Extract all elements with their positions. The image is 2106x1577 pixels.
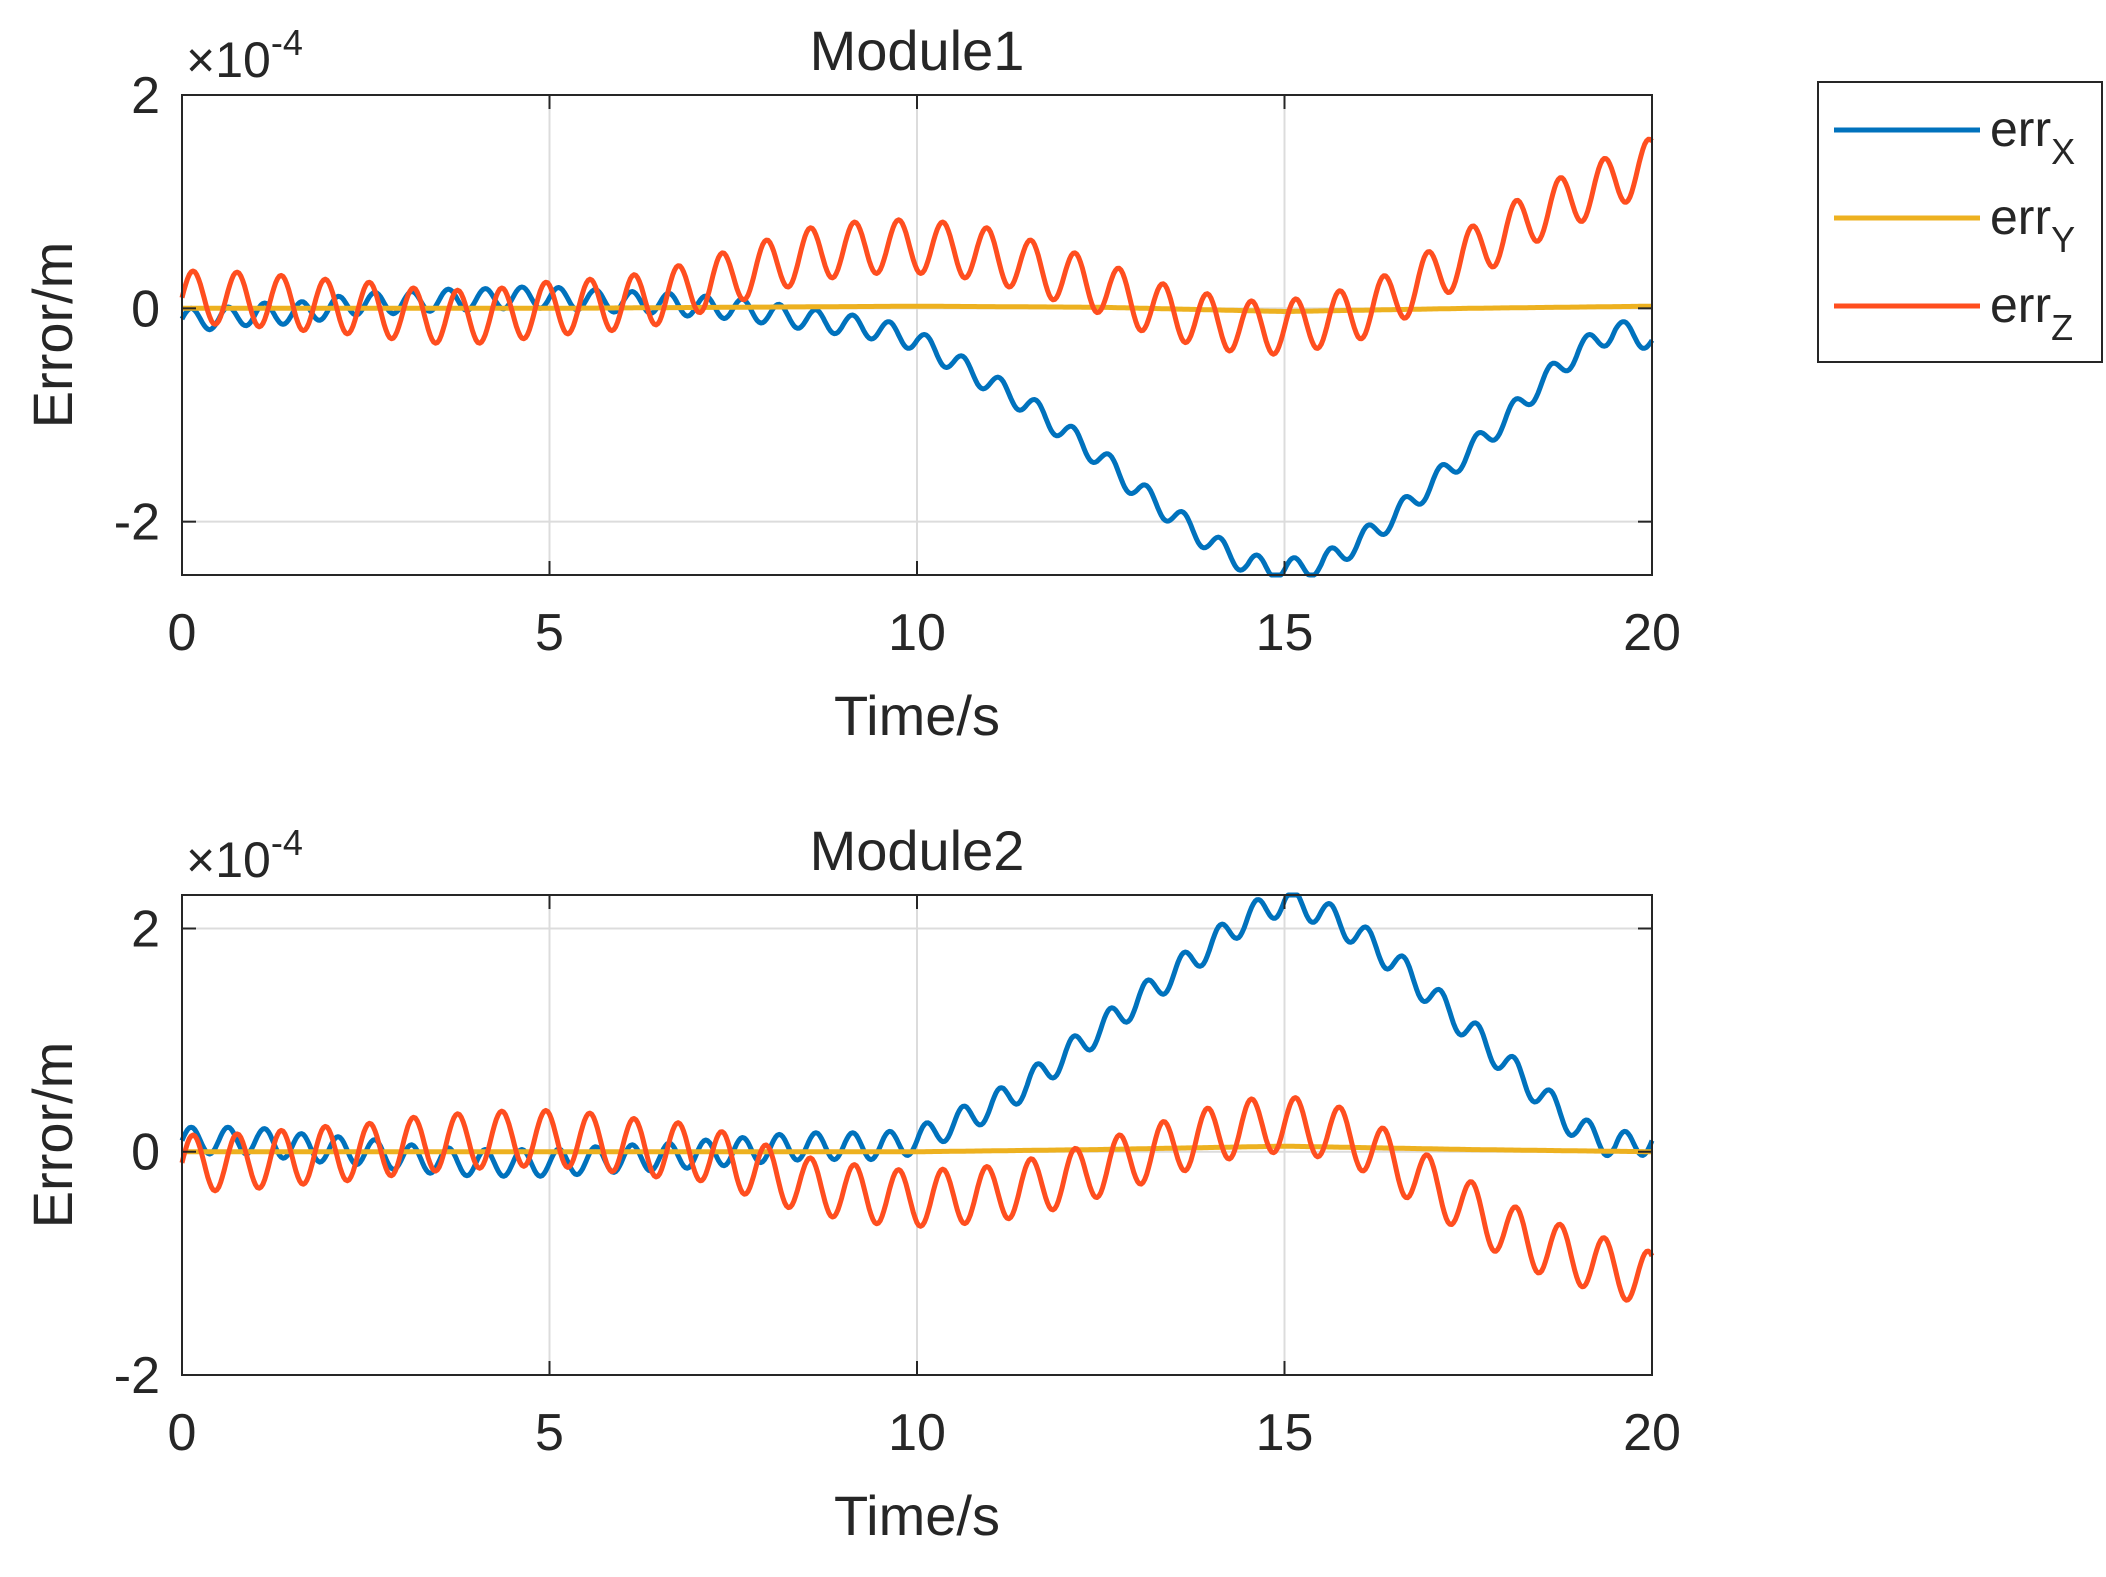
module1-xlabel: Time/s (834, 684, 1000, 747)
legend-label-errz: errZ (1990, 277, 2073, 348)
legend-entry-errz: errZ (1834, 277, 2073, 348)
module1-xtick-label: 20 (1623, 604, 1681, 662)
module1-ytick-label: 2 (131, 67, 160, 125)
module2-series-errz (179, 1095, 1655, 1303)
module2-ytick-label: 2 (131, 900, 160, 958)
module2-exponent-prefix: ×10 (186, 832, 271, 888)
module1-exponent-label: ×10-4 (186, 22, 303, 88)
module1-xtick-label: 0 (168, 604, 197, 662)
module2-xtick-label: 20 (1623, 1404, 1681, 1462)
module1-exponent-prefix: ×10 (186, 32, 271, 88)
module1-ytick-label: -2 (114, 494, 160, 552)
module2-exponent-label: ×10-4 (186, 822, 303, 888)
legend: errX errY errZ (1817, 81, 2103, 363)
module2-title: Module2 (810, 819, 1025, 882)
module2-xtick-label: 10 (888, 1404, 946, 1462)
module1-ylabel: Error/m (21, 242, 84, 429)
module2-plot: 0 5 10 15 20-202 Module2 Time/s Error/m ×10-… (21, 819, 1681, 1547)
module1-xtick-label: 15 (1256, 604, 1314, 662)
legend-entry-erry: errY (1834, 189, 2075, 260)
module2-xtick-label: 15 (1256, 1404, 1314, 1462)
module2-series (179, 892, 1655, 1303)
module2-xtick-label: 0 (168, 1404, 197, 1462)
module1-series-errz (179, 136, 1654, 357)
module1-xtick-label: 10 (888, 604, 946, 662)
module2-xtick-label: 5 (535, 1404, 564, 1462)
module1-title: Module1 (810, 19, 1025, 82)
module1-plot: 0 5 10 15 20-202 Module1 Time/s Error/m ×10-… (21, 19, 1681, 747)
legend-label-erry: errY (1990, 189, 2075, 260)
module2-ylabel: Error/m (21, 1042, 84, 1229)
module1-xtick-label: 5 (535, 604, 564, 662)
module1-exponent-power: -4 (271, 22, 303, 63)
module1-ticks: 0 5 10 15 20-202 (114, 67, 1681, 662)
legend-entry-errx: errX (1834, 101, 2075, 172)
module2-xlabel: Time/s (834, 1484, 1000, 1547)
module1-series-erry (181, 303, 1653, 314)
module1-series (179, 136, 1655, 578)
module2-ytick-label: -2 (114, 1347, 160, 1405)
module1-ytick-label: 0 (131, 280, 160, 338)
module2-exponent-power: -4 (271, 822, 303, 863)
module2-ticks: 0 5 10 15 20-202 (114, 895, 1681, 1462)
legend-label-errx: errX (1990, 101, 2075, 172)
module2-ytick-label: 0 (131, 1124, 160, 1182)
module2-series-errx (179, 892, 1655, 1179)
